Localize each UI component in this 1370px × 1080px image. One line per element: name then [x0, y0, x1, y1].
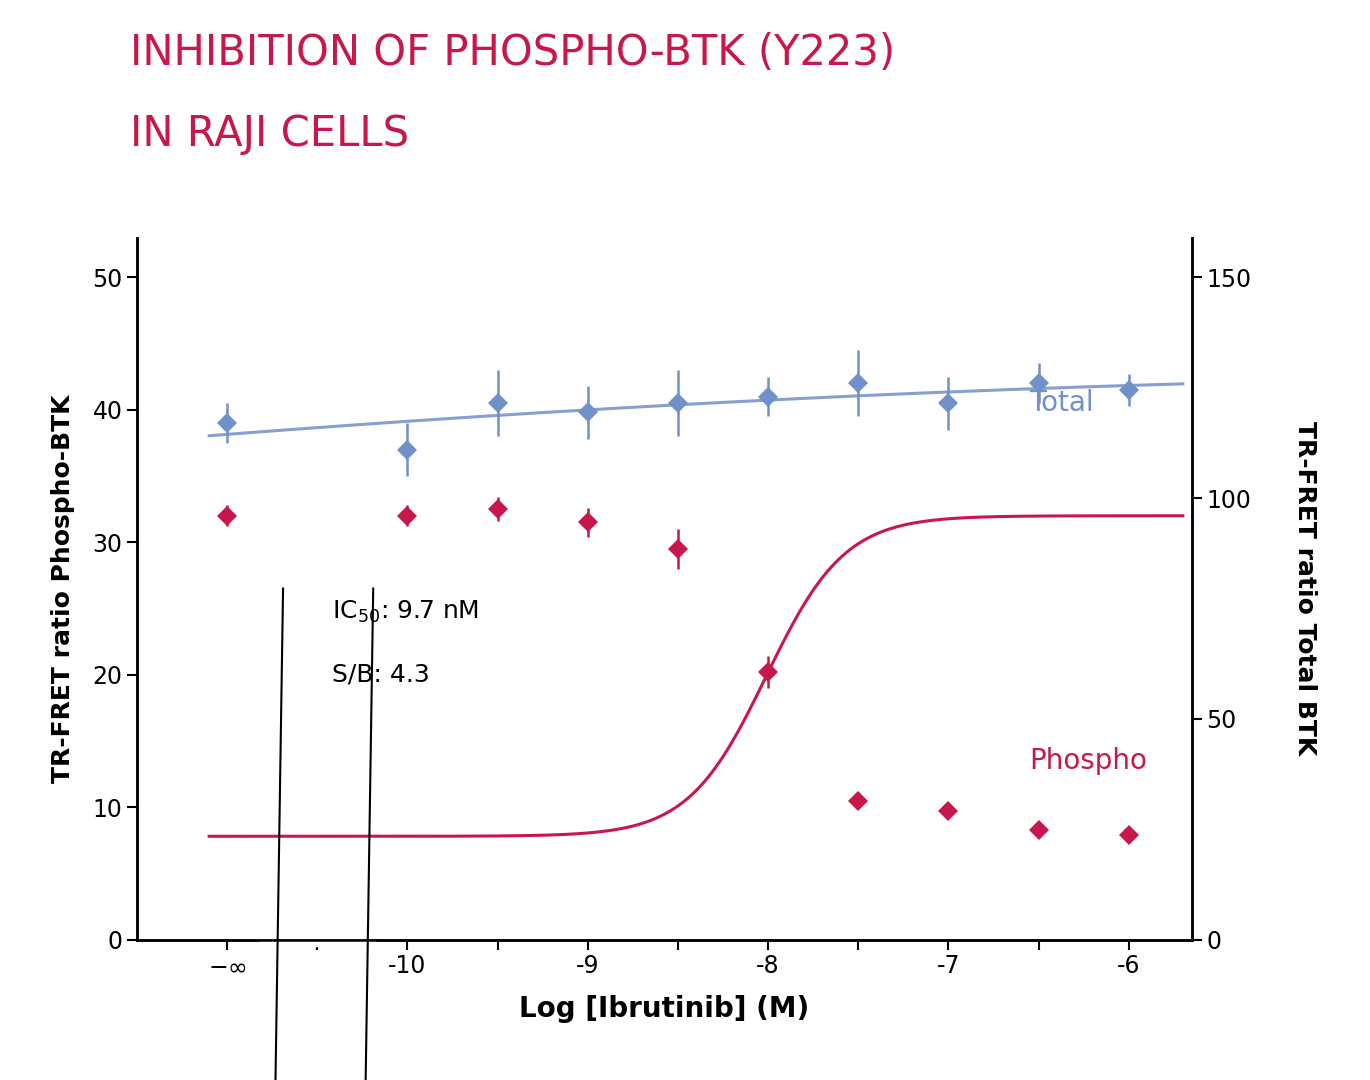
- Text: IN RAJI CELLS: IN RAJI CELLS: [130, 113, 410, 156]
- Y-axis label: TR-FRET ratio Total BTK: TR-FRET ratio Total BTK: [1293, 421, 1318, 756]
- Bar: [260, 940, 375, 946]
- X-axis label: Log [Ibrutinib] (M): Log [Ibrutinib] (M): [519, 995, 810, 1023]
- Y-axis label: TR-FRET ratio Phospho-BTK: TR-FRET ratio Phospho-BTK: [52, 394, 75, 783]
- Text: S/B: 4.3: S/B: 4.3: [332, 662, 430, 686]
- Text: Phospho: Phospho: [1030, 746, 1148, 774]
- Text: IC$_{50}$: 9.7 nM: IC$_{50}$: 9.7 nM: [332, 599, 479, 625]
- Text: INHIBITION OF PHOSPHO-BTK (Y223): INHIBITION OF PHOSPHO-BTK (Y223): [130, 32, 895, 75]
- Text: Total: Total: [1030, 389, 1095, 417]
